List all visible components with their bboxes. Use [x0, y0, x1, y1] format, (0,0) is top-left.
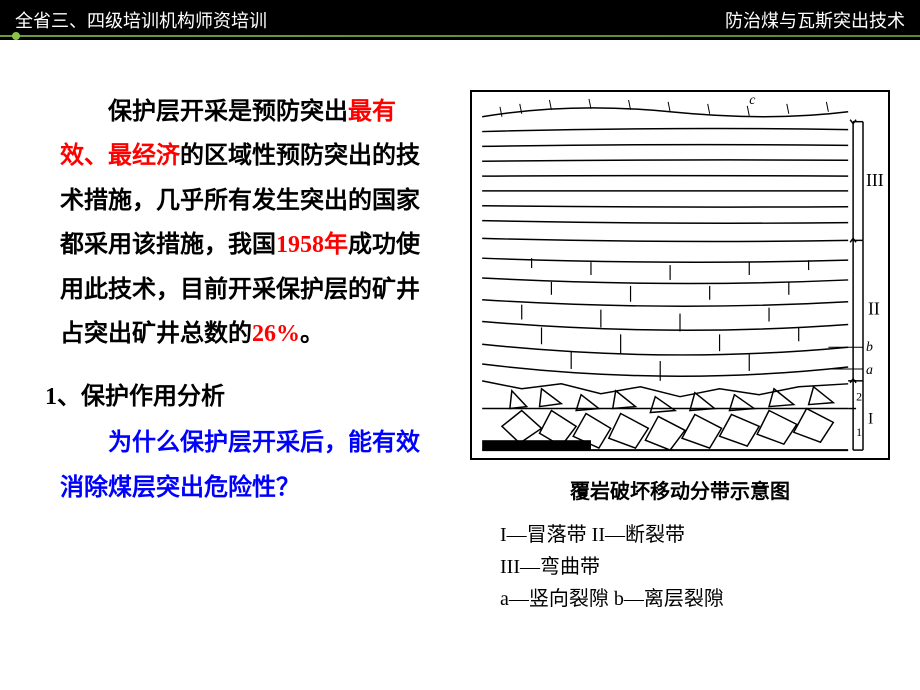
figure-legend: I—冒落带 II—断裂带 III—弯曲带 a—竖向裂隙 b—离层裂隙	[470, 519, 890, 615]
main-paragraph: 保护层开采是预防突出最有效、最经济的区域性预防突出的技术措施，几乎所有发生突出的…	[60, 90, 440, 356]
right-column: c	[460, 90, 890, 615]
red-text-2: 1958年	[276, 232, 348, 258]
section-heading: 1、保护作用分析	[45, 376, 440, 411]
label-c: c	[749, 92, 755, 107]
header-divider-line	[0, 35, 920, 37]
coal-seam-bar	[482, 440, 591, 450]
diagram-svg: c	[472, 92, 888, 458]
label-II: II	[868, 299, 880, 319]
label-2: 2	[856, 390, 862, 404]
slide-content: 保护层开采是预防突出最有效、最经济的区域性预防突出的技术措施，几乎所有发生突出的…	[0, 40, 920, 635]
strata-diagram: c	[470, 90, 890, 460]
left-column: 保护层开采是预防突出最有效、最经济的区域性预防突出的技术措施，几乎所有发生突出的…	[60, 90, 460, 615]
label-1: 1	[856, 425, 862, 439]
section-number: 1、	[45, 384, 81, 410]
figure-caption: 覆岩破坏移动分带示意图	[470, 475, 890, 504]
legend-line-2: III—弯曲带	[500, 551, 890, 583]
header-dot-icon	[12, 32, 20, 40]
legend-line-3: a—竖向裂隙 b—离层裂隙	[500, 583, 890, 615]
label-III: III	[866, 170, 884, 190]
slide-header: 全省三、四级培训机构师资培训 防治煤与瓦斯突出技术	[0, 0, 920, 40]
label-I: I	[868, 410, 873, 427]
para-text-1: 保护层开采是预防突出	[108, 99, 348, 125]
question-text: 为什么保护层开采后，能有效消除煤层突出危险性？	[60, 421, 440, 510]
label-b: b	[866, 339, 873, 354]
para-text-4: 。	[300, 321, 324, 347]
header-right-text: 防治煤与瓦斯突出技术	[725, 7, 905, 33]
label-a: a	[866, 362, 873, 377]
section-title-text: 保护作用分析	[81, 384, 225, 410]
legend-line-1: I—冒落带 II—断裂带	[500, 519, 890, 551]
red-text-3: 26%	[252, 321, 300, 347]
header-left-text: 全省三、四级培训机构师资培训	[15, 7, 267, 33]
